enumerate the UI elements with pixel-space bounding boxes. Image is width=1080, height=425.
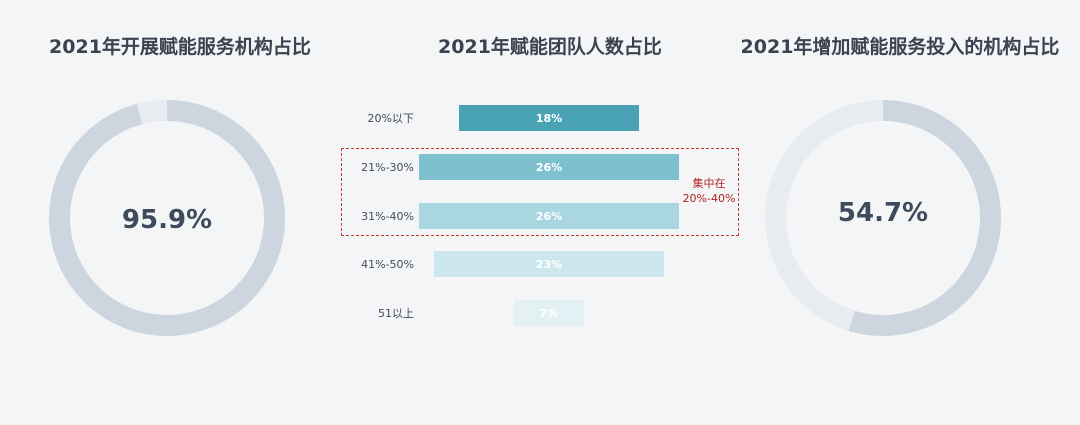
bar-panel-team: 2021年赋能团队人数占比 bbox=[340, 0, 760, 425]
donut-center-label: 95.9% bbox=[122, 205, 212, 235]
data-label: 26% bbox=[536, 210, 562, 223]
category-label: 21%-30% bbox=[361, 161, 414, 174]
chart-title-team: 2021年赋能团队人数占比 bbox=[438, 36, 662, 58]
bar-2 bbox=[419, 203, 679, 229]
category-label: 41%-50% bbox=[361, 258, 414, 271]
donut-panel-service: 2021年开展赋能服务机构占比 95.9% bbox=[0, 0, 360, 425]
chart-title-service: 2021年开展赋能服务机构占比 bbox=[49, 36, 311, 58]
category-label: 20%以下 bbox=[368, 112, 414, 125]
bar-0 bbox=[459, 105, 639, 131]
category-label: 51以上 bbox=[378, 307, 414, 320]
donut-panel-investment: 2021年增加赋能服务投入的机构占比 54.7% bbox=[720, 0, 1080, 425]
donut-chart-investment: 54.7% bbox=[765, 100, 1001, 336]
data-label: 7% bbox=[540, 307, 559, 320]
bar-4 bbox=[514, 300, 584, 326]
data-label: 26% bbox=[536, 161, 562, 174]
callout-line-1: 集中在 bbox=[692, 177, 726, 190]
donut-slice-0 bbox=[848, 100, 1001, 336]
donut-slice-1 bbox=[765, 100, 883, 331]
chart-title-investment: 2021年增加赋能服务投入的机构占比 bbox=[740, 36, 1060, 58]
callout-annotation: 集中在 20%-40% bbox=[680, 176, 738, 206]
donut-slice-1 bbox=[136, 100, 167, 125]
bar-1 bbox=[419, 154, 679, 180]
highlight-box bbox=[341, 148, 739, 236]
callout-line-2: 20%-40% bbox=[682, 192, 736, 205]
donut-chart-service: 95.9% bbox=[48, 100, 285, 336]
data-label: 18% bbox=[536, 112, 562, 125]
category-label: 31%-40% bbox=[361, 210, 414, 223]
bar-3 bbox=[434, 251, 664, 277]
data-label: 23% bbox=[536, 258, 562, 271]
donut-center-label: 54.7% bbox=[838, 198, 928, 228]
